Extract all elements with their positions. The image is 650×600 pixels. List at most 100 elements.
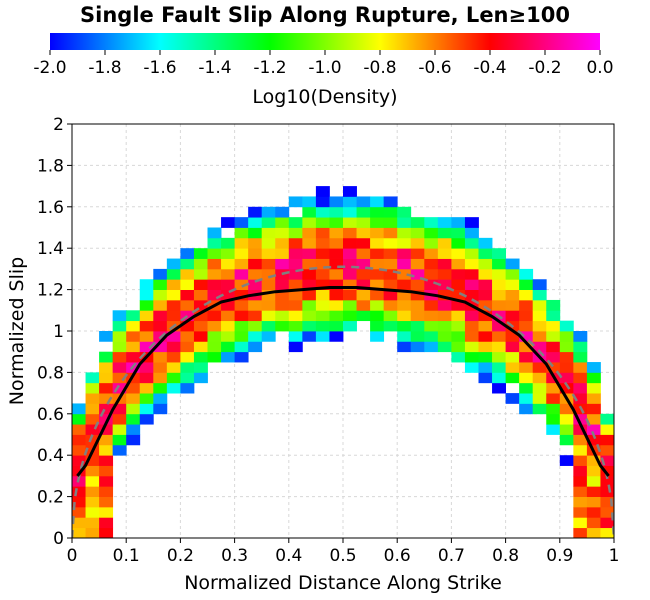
heatmap-cell (275, 217, 290, 228)
heatmap-cell (343, 206, 357, 218)
heatmap-cell (139, 413, 154, 425)
heatmap-cell (193, 299, 208, 311)
y-tick-label: 0.6 (37, 405, 64, 425)
heatmap-cell (288, 227, 303, 239)
heatmap-cell (207, 351, 222, 363)
colorbar-tick-label: -1.6 (143, 58, 176, 78)
x-tick-label: 0.7 (438, 546, 465, 566)
heatmap-cell (193, 341, 208, 353)
heatmap-cell (586, 424, 601, 435)
heatmap-cell (600, 434, 614, 446)
heatmap-cell (370, 289, 385, 301)
heatmap-cell (600, 475, 614, 487)
heatmap-cell (573, 372, 588, 384)
heatmap-cell (451, 279, 466, 290)
heatmap-cell (451, 331, 466, 342)
heatmap-cell (600, 455, 614, 466)
heatmap-cell (275, 237, 290, 249)
heatmap-cell (72, 413, 86, 425)
heatmap-cell (166, 268, 181, 280)
heatmap-cell (478, 341, 493, 353)
heatmap-cell (234, 258, 249, 270)
colorbar-tick-label: -1.8 (88, 58, 121, 78)
heatmap-cell (424, 320, 439, 332)
heatmap-cell (85, 465, 100, 477)
heatmap-cell (85, 486, 100, 497)
heatmap-cell (288, 196, 303, 208)
heatmap-cell (166, 258, 181, 270)
heatmap-cell (356, 310, 371, 322)
heatmap-cell (99, 424, 114, 435)
heatmap-cell (424, 310, 439, 322)
heatmap-cell (383, 237, 398, 249)
colorbar-ticks: -2.0 -1.8 -1.6 -1.4 -1.2 -1.0 -0.8 -0.6 -0.4 -0.2… (33, 50, 614, 78)
heatmap-cell (451, 237, 466, 249)
heatmap-cell (329, 299, 344, 311)
heatmap-cell (410, 258, 425, 270)
heatmap-cell (492, 279, 506, 290)
heatmap-cell (451, 299, 466, 311)
heatmap-cell (193, 362, 208, 373)
heatmap-cell (505, 393, 520, 404)
heatmap-cell (139, 341, 154, 353)
heatmap-cell (343, 237, 357, 249)
heatmap-cell (248, 217, 263, 228)
heatmap-cell (370, 227, 385, 239)
heatmap-cell (193, 351, 208, 363)
heatmap-cell (139, 289, 154, 301)
heatmap-cell (505, 299, 520, 311)
heatmap-cell (248, 237, 263, 249)
heatmap-cell (221, 217, 235, 228)
heatmap-cell (600, 506, 614, 518)
heatmap-cell (275, 289, 290, 301)
heatmap-cell (288, 289, 303, 301)
heatmap-cell (478, 372, 493, 384)
heatmap-cell (221, 310, 235, 322)
heatmap-cell (573, 475, 588, 487)
heatmap-cell (437, 248, 452, 259)
heatmap-cell (329, 227, 344, 239)
heatmap-cell (315, 320, 330, 332)
heatmap-cell (343, 310, 357, 322)
colorbar-tick-label: -0.6 (418, 58, 451, 78)
heatmap-cell (546, 351, 561, 363)
heatmap-cell (180, 258, 195, 270)
heatmap-cell (343, 258, 357, 270)
heatmap-cell (410, 217, 425, 228)
heatmap-cell (478, 310, 493, 322)
heatmap-cell (126, 434, 141, 446)
heatmap-cell (315, 299, 330, 311)
heatmap-cell (221, 331, 235, 342)
heatmap-cell (85, 434, 100, 446)
heatmap-cell (410, 320, 425, 332)
heatmap-cell (505, 351, 520, 363)
y-axis-label: Normalized Slip (6, 257, 28, 405)
heatmap-cell (505, 289, 520, 301)
heatmap-cell (248, 268, 263, 280)
heatmap-cell (492, 258, 506, 270)
heatmap-cell (193, 279, 208, 290)
y-tick-label: 2 (53, 115, 64, 135)
colorbar-tick-label: -0.8 (363, 58, 396, 78)
heatmap-cell (99, 444, 114, 456)
y-tick-label: 1.8 (37, 156, 64, 176)
heatmap-cell (505, 331, 520, 342)
heatmap-cell (153, 289, 168, 301)
heatmap-cell (207, 310, 222, 322)
heatmap-cell (410, 289, 425, 301)
heatmap-cell (464, 268, 479, 280)
heatmap-cell (234, 217, 249, 228)
heatmap-cell (492, 289, 506, 301)
heatmap-cell (315, 279, 330, 290)
heatmap-cell (492, 351, 506, 363)
heatmap-cell (329, 206, 344, 218)
heatmap-cell (586, 362, 601, 373)
heatmap-cell (600, 444, 614, 456)
heatmap-cell (397, 217, 412, 228)
heatmap-cell (410, 341, 425, 353)
heatmap-cell (383, 299, 398, 311)
heatmap-cell (139, 299, 154, 311)
heatmap-cell (221, 279, 235, 290)
heatmap-cell (112, 320, 127, 332)
heatmap-cell (573, 393, 588, 404)
